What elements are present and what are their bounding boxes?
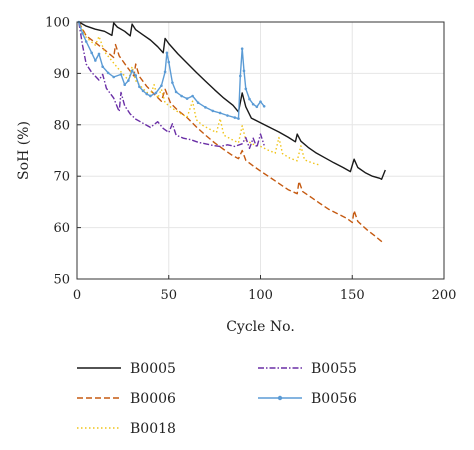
series-line-b0005 — [78, 21, 386, 180]
data-point-b0056 — [262, 104, 266, 108]
data-point-b0056 — [244, 87, 248, 91]
series-line-b0055 — [78, 21, 265, 150]
data-point-b0056 — [165, 51, 169, 55]
x-tick-label: 0 — [73, 288, 81, 303]
data-point-b0056 — [94, 59, 97, 62]
series-line-b0006 — [78, 21, 384, 244]
data-point-b0056 — [237, 117, 240, 120]
legend-label-b0055: B0055 — [311, 361, 357, 377]
legend-marker-b0056 — [277, 395, 283, 401]
data-point-b0056 — [163, 70, 167, 74]
data-point-b0056 — [160, 84, 163, 88]
data-point-b0056 — [239, 74, 242, 78]
grid-lines — [76, 21, 445, 280]
x-tick-label: 200 — [432, 288, 457, 303]
data-point-b0056 — [185, 97, 189, 100]
data-point-b0056 — [174, 90, 178, 94]
x-tick-label: 100 — [248, 288, 273, 303]
data-point-b0056 — [251, 102, 255, 106]
data-point-b0056 — [154, 91, 158, 95]
data-point-b0056 — [123, 83, 127, 87]
data-point-b0056 — [218, 111, 222, 115]
x-tick-label: 150 — [340, 288, 365, 303]
data-point-b0056 — [226, 114, 229, 117]
y-axis-label: SoH (%) — [16, 121, 32, 180]
data-point-b0056 — [112, 75, 115, 79]
y-tick-label: 70 — [53, 170, 70, 185]
series-group — [77, 20, 386, 244]
data-point-b0056 — [134, 74, 138, 77]
data-point-b0056 — [191, 94, 194, 98]
data-point-b0056 — [149, 94, 152, 98]
data-point-b0056 — [119, 73, 123, 76]
data-point-b0056 — [84, 40, 88, 43]
data-point-b0056 — [106, 71, 110, 75]
y-tick-label: 80 — [53, 118, 70, 133]
data-point-b0056 — [242, 69, 246, 73]
x-axis-label: Cycle No. — [226, 319, 295, 335]
data-point-b0056 — [138, 85, 141, 89]
data-point-b0056 — [180, 94, 183, 98]
y-tick-label: 60 — [53, 221, 70, 236]
data-point-b0056 — [196, 101, 200, 104]
data-point-b0056 — [127, 79, 130, 82]
series-line-b0018 — [78, 21, 320, 166]
data-point-b0056 — [204, 106, 207, 109]
x-tick-label: 50 — [160, 288, 177, 303]
legend-label-b0006: B0006 — [130, 391, 176, 407]
data-point-b0056 — [240, 47, 244, 51]
series-line-b0056 — [78, 21, 265, 120]
legend-label-b0018: B0018 — [130, 421, 176, 437]
data-point-b0056 — [97, 52, 101, 56]
data-point-b0056 — [171, 81, 174, 84]
data-point-b0056 — [211, 109, 215, 113]
data-point-b0056 — [90, 51, 93, 55]
y-tick-label: 50 — [53, 273, 70, 288]
legend-label-b0005: B0005 — [130, 361, 176, 377]
legend-label-b0056: B0056 — [311, 391, 357, 407]
data-point-b0056 — [233, 116, 237, 119]
data-point-b0056 — [259, 100, 262, 103]
data-point-b0056 — [145, 92, 149, 96]
data-point-b0056 — [81, 32, 84, 35]
data-point-b0056 — [167, 60, 171, 64]
data-point-b0056 — [130, 69, 134, 73]
data-point-b0056 — [141, 89, 145, 93]
data-point-b0056 — [248, 97, 251, 101]
chart-legend: B0005 B0006 B0018 B0055 B0056 — [77, 361, 357, 437]
y-tick-label: 90 — [53, 67, 70, 82]
y-tick-label: 100 — [45, 16, 70, 31]
data-point-b0056 — [255, 105, 259, 109]
data-point-b0056 — [101, 65, 104, 69]
